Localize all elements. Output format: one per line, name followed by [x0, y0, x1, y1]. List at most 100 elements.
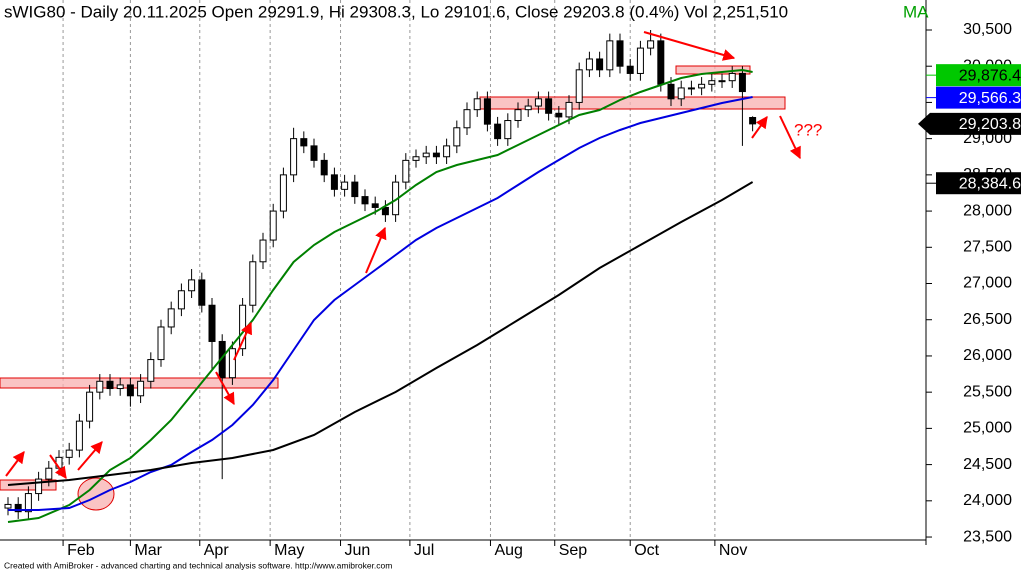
candle-body: [198, 279, 206, 306]
candle-body: [738, 72, 746, 93]
candle-body: [636, 47, 644, 74]
candle-body: [596, 58, 604, 71]
candle-body: [137, 380, 145, 397]
moving-averages: [7, 68, 754, 523]
y-tick-label: 24,500: [963, 456, 1012, 473]
candle-body: [330, 174, 338, 190]
candle-body: [545, 98, 553, 114]
candle-body: [483, 98, 491, 125]
candle-body: [534, 98, 542, 107]
candle-body: [126, 384, 134, 397]
candle-body: [4, 503, 12, 509]
candle-body: [606, 40, 614, 71]
candle-body: [514, 109, 522, 122]
candle-body: [35, 478, 43, 495]
candle-body: [177, 290, 185, 310]
candle-body: [453, 127, 461, 147]
candle-body: [24, 493, 32, 513]
candle-body: [585, 58, 593, 71]
candle-body: [565, 101, 573, 118]
candle-body: [463, 109, 471, 129]
candle-body: [698, 83, 706, 89]
candle-body: [218, 340, 226, 379]
candle-body: [677, 87, 685, 100]
candle-body: [412, 156, 420, 161]
y-tick-label: 24,000: [963, 492, 1012, 509]
candle-body: [269, 210, 277, 241]
candle-body: [708, 80, 716, 85]
candle-body: [647, 40, 655, 49]
last-value-label: 28,384.6: [959, 175, 1021, 192]
candle-body: [290, 138, 298, 176]
arrow: [751, 116, 768, 139]
arrow: [365, 226, 387, 274]
x-tick-label: Feb: [67, 542, 95, 559]
last-value-label-box: [936, 86, 1021, 109]
close-label-box: [918, 112, 1021, 135]
candle-body: [616, 40, 624, 67]
candle-body: [228, 348, 236, 379]
y-tick-label: 26,000: [963, 347, 1012, 364]
moving-average: [7, 181, 754, 486]
arrow: [5, 451, 25, 477]
chart-title: sWIG80 - Daily 20.11.2025 Open 29291.9, …: [4, 2, 788, 21]
candle-body: [208, 304, 216, 342]
candle-body: [361, 196, 369, 205]
y-tick-label: 27,500: [963, 239, 1012, 256]
candle-body: [320, 159, 328, 176]
candle-body: [310, 145, 318, 161]
candle-body: [65, 449, 73, 458]
candle-body: [106, 380, 114, 390]
candle-body: [341, 181, 349, 190]
candle-body: [667, 83, 675, 100]
candle-body: [687, 87, 695, 90]
candle-body: [422, 152, 430, 158]
candle-body: [351, 181, 359, 198]
last-value-labels: 29,876.4 29,566.3 28,384.6 29,203.8: [918, 64, 1021, 195]
candle-body: [371, 203, 379, 208]
candle-body: [728, 72, 736, 82]
y-tick-label: 26,500: [963, 311, 1012, 328]
last-value-label: 29,876.4: [959, 67, 1021, 84]
candle-body: [116, 384, 124, 390]
x-tick-label: Nov: [719, 542, 747, 559]
candle-body: [86, 391, 94, 422]
close-label: 29,203.8: [959, 116, 1021, 133]
y-tick-label: 28,000: [963, 202, 1012, 219]
x-tick-label: Aug: [494, 542, 522, 559]
y-tick-label: 27,000: [963, 275, 1012, 292]
arrow: [49, 454, 67, 479]
candle-body: [14, 503, 22, 513]
candle-body: [555, 112, 563, 118]
candle-body: [45, 467, 53, 480]
candle-body: [473, 98, 481, 111]
candle-body: [575, 69, 583, 103]
candle-body: [259, 239, 267, 263]
candle-body: [443, 145, 451, 158]
candle-body: [494, 123, 502, 140]
candle-body: [147, 359, 155, 382]
candle-body: [432, 152, 440, 158]
candle-body: [300, 138, 308, 147]
candle-body: [657, 40, 665, 85]
x-tick-label: May: [274, 542, 304, 559]
y-tick-label: 30,500: [963, 21, 1012, 38]
arrow: [77, 441, 103, 471]
candle-body: [157, 326, 165, 361]
candle-body: [96, 380, 104, 393]
arrow: [779, 115, 801, 160]
candle-body: [167, 308, 175, 328]
arrows: [5, 31, 801, 479]
x-tick-label: Oct: [634, 542, 659, 559]
candle-body: [524, 105, 532, 111]
x-tick-label: Mar: [134, 542, 162, 559]
grid: [62, 0, 716, 540]
candle-body: [279, 174, 287, 212]
footer: Created with AmiBroker - advanced charti…: [4, 560, 392, 570]
candle-body: [75, 420, 83, 451]
candle-body: [749, 116, 757, 125]
annotation: ???: [794, 120, 822, 139]
zone: [675, 65, 751, 75]
